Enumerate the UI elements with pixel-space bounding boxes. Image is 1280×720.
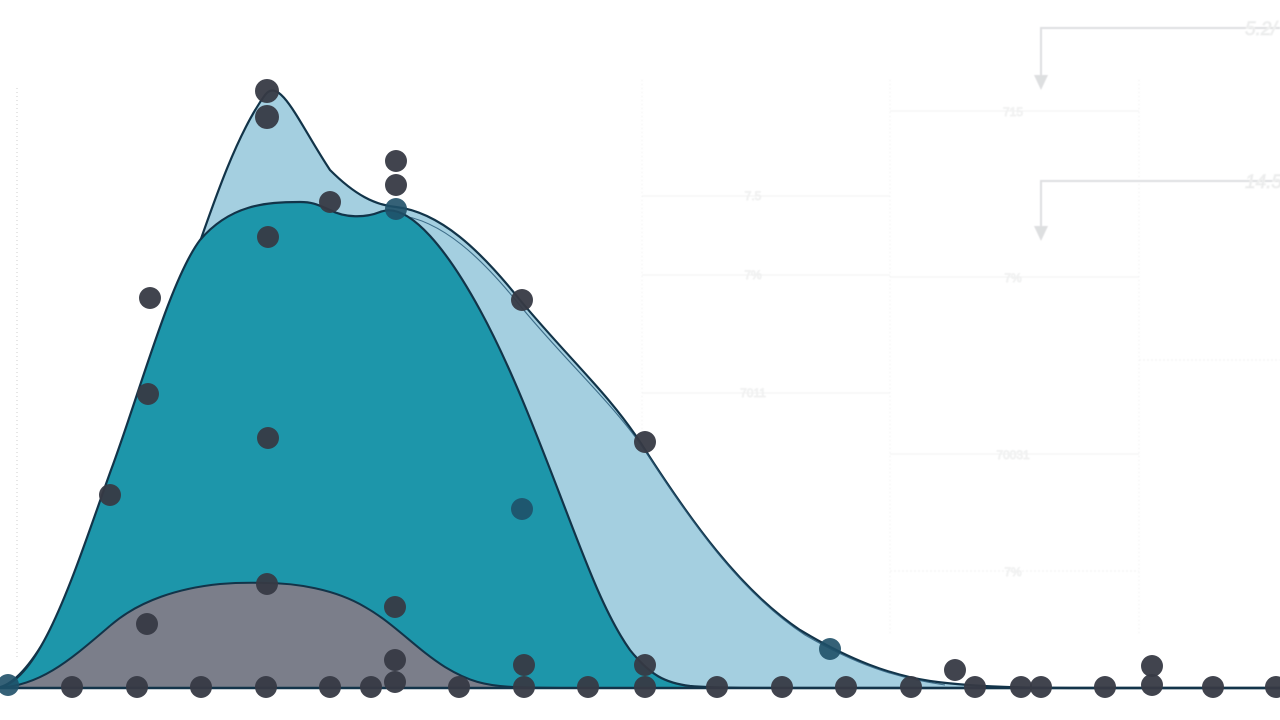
svg-text:5.2/: 5.2/ — [1245, 19, 1278, 40]
svg-text:715: 715 — [1003, 105, 1023, 119]
svg-text:7%: 7% — [744, 268, 762, 282]
svg-text:7%: 7% — [1004, 565, 1022, 579]
svg-text:7011: 7011 — [740, 386, 766, 400]
svg-text:70031: 70031 — [996, 448, 1030, 462]
svg-text:7%: 7% — [1004, 271, 1022, 285]
svg-text:7.5: 7.5 — [745, 189, 762, 203]
svg-text:14.5%: 14.5% — [1245, 172, 1280, 193]
